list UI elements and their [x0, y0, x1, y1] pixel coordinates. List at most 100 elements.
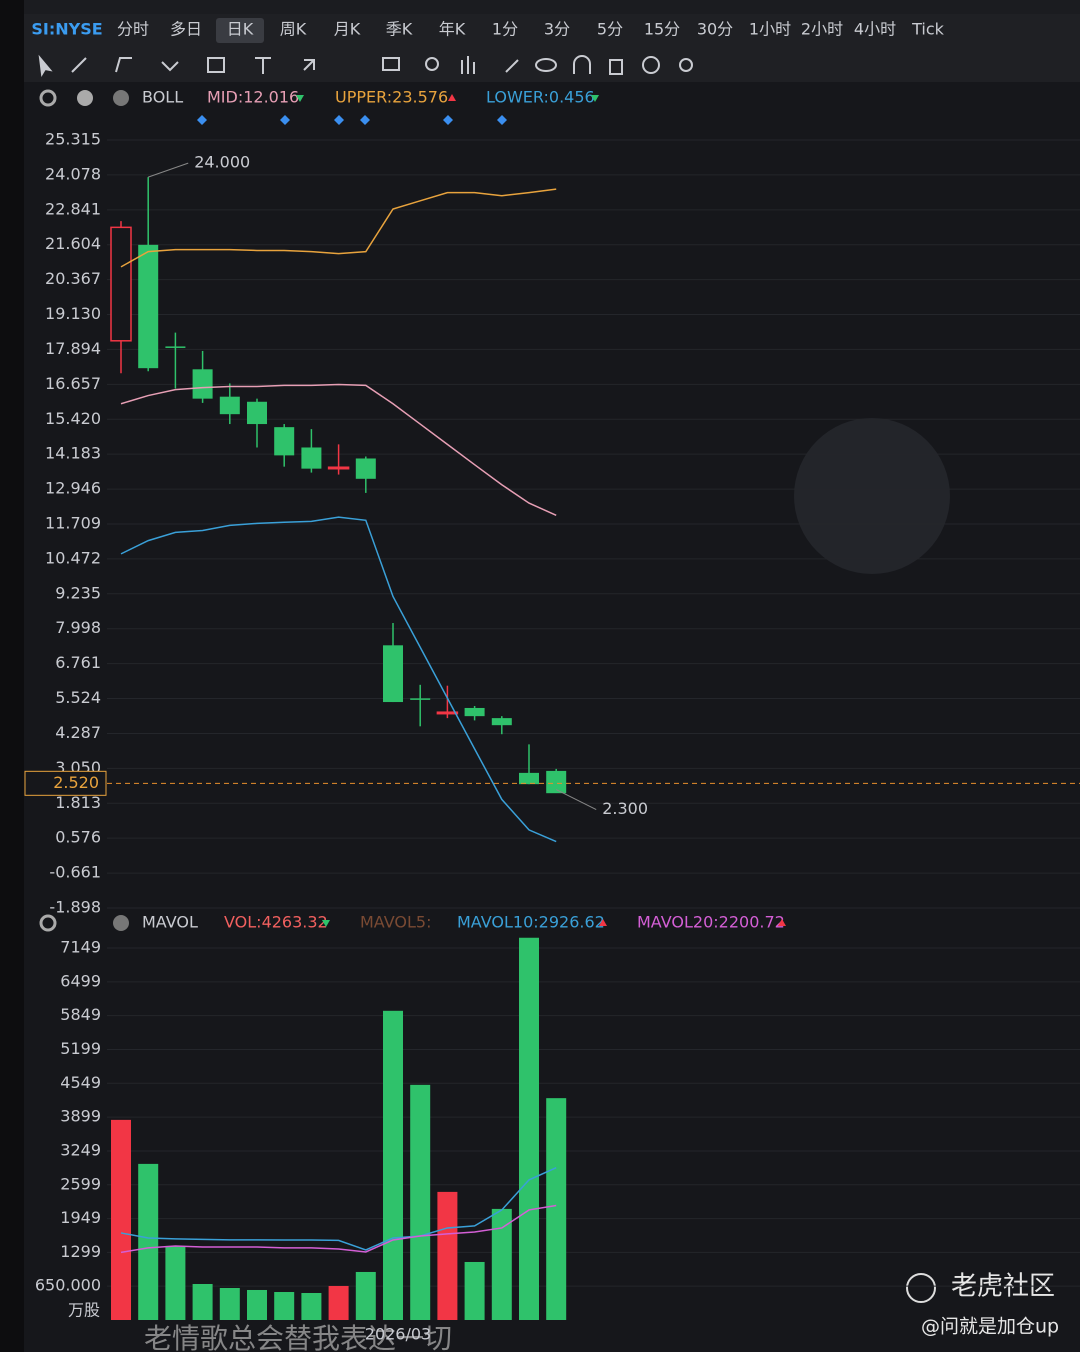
close-icon[interactable] [113, 90, 129, 106]
tab[interactable]: 5分 [597, 20, 623, 39]
arrow [322, 920, 330, 927]
tab[interactable]: 3分 [544, 20, 570, 39]
tab[interactable]: 周K [280, 20, 307, 39]
candle-body [219, 396, 240, 415]
tab[interactable]: 日K [227, 20, 254, 39]
unit-label: 万股 [68, 1301, 100, 1320]
x-tick-label: 2026/03 [365, 1325, 431, 1344]
author: @问就是加仓up [921, 1316, 1059, 1338]
tab[interactable]: 年K [439, 20, 466, 39]
candle-body [464, 707, 485, 717]
y-tick-label: 12.946 [45, 479, 101, 498]
tab[interactable]: 多日 [170, 20, 202, 39]
y-tick-label: 11.709 [45, 513, 101, 532]
candle-body [383, 645, 403, 703]
y-tick-label: -1.898 [49, 898, 101, 917]
y-tick-label: 1299 [60, 1242, 101, 1261]
indicator-name: MAVOL [142, 913, 198, 932]
y-tick-label: 16.657 [45, 374, 101, 393]
y-tick-label: 6499 [60, 971, 101, 990]
y-tick-label: 5849 [60, 1005, 101, 1024]
volume-bar [355, 1271, 376, 1320]
watermark-icon [906, 1273, 936, 1303]
volume-bar [138, 1163, 159, 1320]
settings-icon[interactable] [39, 914, 57, 932]
legend-item: MAVOL5: [360, 913, 431, 932]
legend-item: MID:12.016 [207, 88, 299, 107]
tab[interactable]: 30分 [697, 20, 733, 39]
annotation-leader [148, 162, 189, 178]
boll-line [120, 383, 557, 517]
y-tick-label: 7.998 [55, 618, 101, 637]
tab[interactable]: Tick [911, 20, 945, 39]
y-tick-label: 1949 [60, 1208, 101, 1227]
watermark-logo [794, 418, 950, 574]
y-tick-label: 7149 [60, 938, 101, 957]
y-tick-label: 650.000 [35, 1276, 101, 1295]
legend-item: UPPER:23.576 [335, 88, 448, 107]
volume-bar [111, 1119, 131, 1320]
candle-body [410, 698, 431, 700]
hide-icon[interactable] [77, 90, 93, 106]
settings-icon[interactable] [39, 89, 57, 107]
tab[interactable]: 分时 [117, 20, 149, 39]
volume-bar [519, 937, 539, 1320]
candle-body [519, 772, 539, 785]
y-tick-label: 25.315 [45, 130, 101, 149]
tab[interactable]: 1分 [492, 20, 518, 39]
volume-bar [274, 1292, 295, 1320]
arrow [778, 919, 786, 926]
volume-bar [165, 1245, 186, 1320]
last-price-box [24, 770, 107, 796]
tab[interactable]: 1小时 [749, 20, 791, 39]
candle-body [546, 770, 567, 794]
tab-bar [24, 14, 1080, 48]
close-icon[interactable] [113, 915, 129, 931]
volume-bar [383, 1010, 403, 1320]
y-tick-label: 17.894 [45, 339, 101, 358]
volume-bar [301, 1292, 322, 1320]
tab[interactable]: 15分 [644, 20, 680, 39]
arrow [448, 94, 456, 101]
markers [197, 115, 507, 125]
tab[interactable]: 月K [334, 20, 361, 39]
caption: 老情歌总会替我表达一切 [144, 1322, 452, 1352]
boll-line [120, 516, 557, 843]
candle-body [491, 718, 512, 726]
y-tick-label: 21.604 [45, 234, 101, 253]
y-tick-label: 3899 [60, 1107, 101, 1126]
y-tick-label: 10.472 [45, 548, 101, 567]
tab[interactable]: 4小时 [854, 20, 896, 39]
candle-body [301, 447, 322, 469]
last-price-label: 2.520 [53, 773, 99, 792]
y-tick-label: 22.841 [45, 199, 101, 218]
candle-body [192, 369, 213, 399]
indicator-name: BOLL [142, 88, 183, 107]
y-tick-label: 4549 [60, 1073, 101, 1092]
volume-bar [328, 1285, 349, 1320]
tab-selected [216, 18, 264, 43]
candle-body [110, 226, 132, 342]
volume-bar [219, 1287, 240, 1320]
candle-body [274, 427, 295, 456]
candle-body [327, 466, 350, 470]
arrow [599, 919, 607, 926]
tab[interactable]: 季K [386, 20, 413, 39]
legend-item: MAVOL20:2200.72 [637, 913, 785, 932]
tool-bar [24, 48, 1080, 82]
y-tick-label: 2599 [60, 1174, 101, 1193]
y-tick-label: 9.235 [55, 583, 101, 602]
y-tick-label: 15.420 [45, 409, 101, 428]
y-tick-label: 24.078 [45, 164, 101, 183]
y-tick-label: 1.813 [55, 793, 101, 812]
y-tick-label: -0.661 [49, 863, 101, 882]
y-tick-label: 19.130 [45, 304, 101, 323]
arrow [296, 95, 304, 102]
annotation-leader [555, 789, 597, 810]
volume-bar [410, 1084, 431, 1320]
mavol-line [120, 1204, 557, 1254]
tab[interactable]: 2小时 [801, 20, 843, 39]
y-tick-label: 14.183 [45, 444, 101, 463]
volume-bar [437, 1191, 458, 1320]
